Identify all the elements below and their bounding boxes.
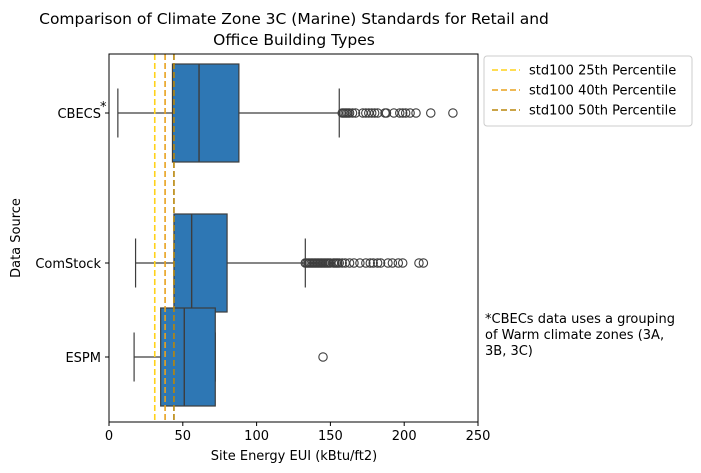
outlier-point — [400, 108, 411, 118]
y-tick-label: ESPM — [65, 351, 101, 366]
outlier-point — [387, 258, 398, 268]
box-iqr — [160, 307, 216, 407]
outlier-point — [369, 108, 380, 118]
outlier-point — [347, 108, 358, 118]
outlier-point — [355, 258, 365, 268]
outlier-point — [334, 258, 345, 268]
outlier-point — [426, 108, 436, 118]
legend-label: std100 40th Percentile — [529, 84, 676, 99]
chart-title-line-1: Comparison of Climate Zone 3C (Marine) S… — [39, 10, 549, 28]
y-tick-label-marker: * — [100, 100, 107, 115]
legend-label: std100 50th Percentile — [529, 104, 676, 119]
outlier-point — [365, 258, 376, 268]
annotation-line: of Warm climate zones (3A, — [485, 328, 664, 343]
outlier-point — [411, 108, 421, 118]
x-tick-label: 250 — [466, 429, 491, 444]
outlier-point — [361, 258, 371, 268]
plot-area — [117, 54, 458, 422]
box-iqr — [173, 213, 228, 313]
x-tick-label: 50 — [175, 429, 192, 444]
outlier-point — [397, 258, 408, 268]
plot-frame — [108, 53, 479, 423]
y-axis: CBECS ComStock ESPM * — [35, 100, 109, 366]
annotation-line: *CBECs data uses a grouping — [485, 312, 675, 327]
x-axis: 0 50 100 150 200 250 — [105, 422, 491, 444]
outlier-point — [368, 258, 378, 268]
outlier-point — [383, 258, 393, 268]
outlier-point — [337, 258, 347, 268]
outlier-point — [350, 108, 361, 118]
y-tick-label: CBECS — [57, 107, 101, 122]
outlier-point — [318, 352, 328, 362]
x-axis-label: Site Energy EUI (kBtu/ft2) — [211, 449, 377, 464]
outlier-point — [381, 108, 392, 118]
outlier-point — [349, 258, 359, 268]
outlier-point — [418, 258, 429, 268]
legend-label: std100 25th Percentile — [529, 64, 676, 79]
legend-frame — [483, 55, 693, 127]
outlier-point — [448, 108, 458, 118]
y-axis-label: Data Source — [9, 198, 24, 278]
outlier-point — [405, 108, 415, 118]
y-tick-label: ComStock — [35, 257, 101, 272]
outlier-point — [414, 258, 424, 268]
x-tick-label: 100 — [244, 429, 269, 444]
box-iqr — [171, 63, 240, 163]
outlier-point — [344, 258, 355, 268]
x-tick-label: 150 — [318, 429, 343, 444]
outlier-point — [393, 258, 404, 268]
x-tick-label: 0 — [105, 429, 113, 444]
x-tick-label: 200 — [392, 429, 417, 444]
outlier-point — [344, 108, 355, 118]
outlier-point — [375, 258, 386, 268]
outlier-point — [372, 258, 383, 268]
chart-title-line-2: Office Building Types — [213, 31, 375, 49]
annotation-line: 3B, 3C) — [485, 344, 533, 359]
outlier-point — [366, 108, 377, 118]
outlier-point — [397, 108, 408, 118]
legend: std100 25th Percentile std100 40th Percen… — [483, 55, 693, 127]
outlier-point — [395, 108, 405, 118]
